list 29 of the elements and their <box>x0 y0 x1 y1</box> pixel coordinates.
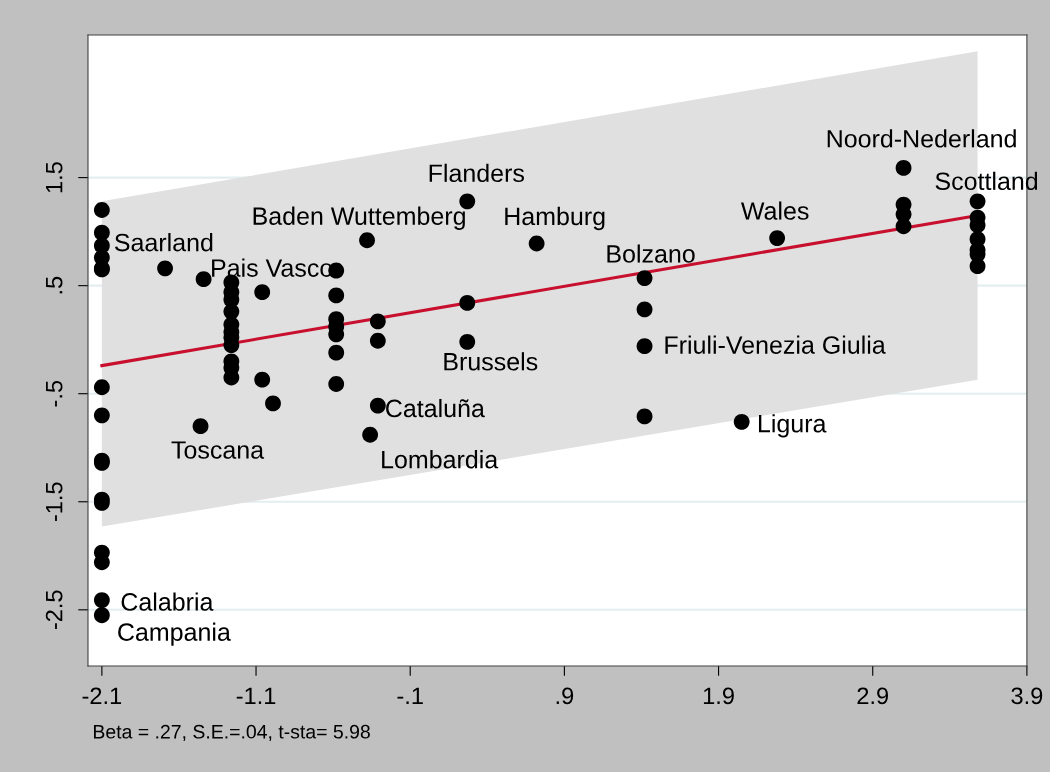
text: Beta = .27, S.E.=.04, t-sta= 5.98 <box>94 724 370 741</box>
x-tick-label: -1.1 <box>236 687 276 704</box>
x-tick-label: 1.9 <box>703 687 734 705</box>
annotation: Saarland <box>114 233 213 252</box>
annotation: Calabria <box>121 592 214 611</box>
annotation: Cataluña <box>386 398 485 418</box>
y-tick-label: -1.5 <box>46 482 63 522</box>
annotation: Toscana <box>171 441 265 459</box>
x-tick-label: -2.1 <box>82 687 122 704</box>
annotation: Baden Wuttemberg <box>253 206 465 230</box>
y-tick-label: .5 <box>46 276 63 294</box>
x-tick-label: 2.9 <box>857 687 889 705</box>
x-tick-label: -.1 <box>397 687 423 704</box>
annotation: Hamburg <box>505 206 605 231</box>
annotation: Campania <box>118 622 231 646</box>
annotation: Friuli-Venezia Giulia <box>665 335 886 354</box>
y-tick-label: -.5 <box>46 380 63 407</box>
annotation: Scottland <box>935 171 1038 191</box>
annotation: Flanders <box>429 163 524 183</box>
annotation: Noord-Nederland <box>827 129 1016 148</box>
annotation: Bolzano <box>607 244 695 263</box>
annotation: Ligura <box>758 414 827 438</box>
x-tick-label: .9 <box>556 687 574 705</box>
y-tick-label: 1.5 <box>46 162 63 193</box>
x-tick-label: 3.9 <box>1011 687 1043 705</box>
annotation: Brussels <box>444 352 538 371</box>
annotation: Lombardia <box>382 450 499 469</box>
y-tick-label: -2.5 <box>45 590 63 630</box>
annotation: Wales <box>740 201 809 220</box>
